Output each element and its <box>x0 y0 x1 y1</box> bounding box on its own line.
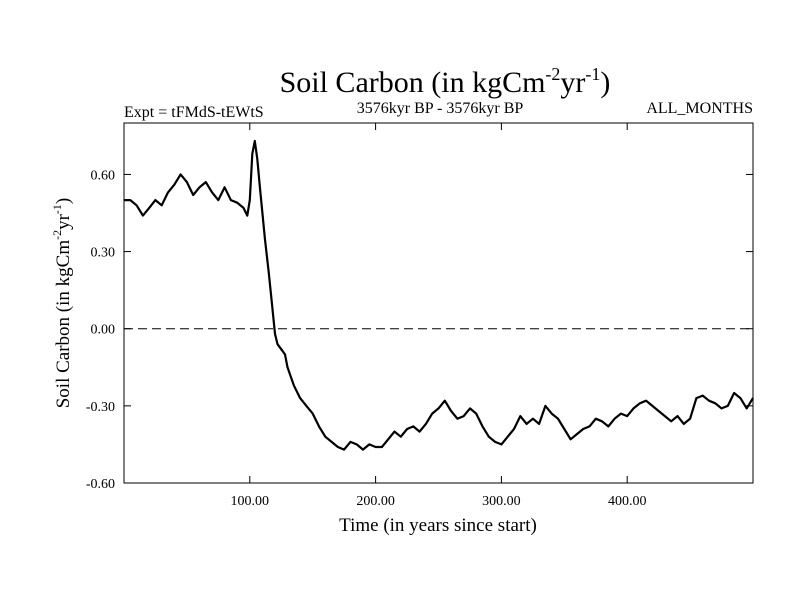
series-line <box>124 139 754 451</box>
chart-title-sup1: -2 <box>545 64 560 84</box>
y-tick-label: 0.30 <box>91 246 116 261</box>
subtitle-left: Expt = tFMdS-tEWtS <box>124 104 264 121</box>
y-axis-label-sup2: -1 <box>50 204 64 214</box>
chart-title-end: ) <box>600 66 610 99</box>
x-tick-label: 300.00 <box>482 494 521 509</box>
chart-title-sup2: -1 <box>585 64 600 84</box>
y-tick-label: -0.30 <box>86 400 115 415</box>
x-tick-label: 400.00 <box>608 494 647 509</box>
chart-title: Soil Carbon (in kgCm-2yr-1) <box>280 64 611 99</box>
y-tick-label: -0.60 <box>86 477 115 492</box>
y-axis-label-sup1: -2 <box>50 230 64 240</box>
y-axis-label-end: ) <box>53 198 74 204</box>
y-axis-label-mid: yr <box>53 213 74 230</box>
y-axis-label: Soil Carbon (in kgCm-2yr-1) <box>50 198 74 409</box>
chart-title-mid: yr <box>560 66 585 99</box>
x-tick-label: 200.00 <box>356 494 395 509</box>
y-tick-label: 0.00 <box>91 323 116 338</box>
subtitle-center: 3576kyr BP - 3576kyr BP <box>357 100 524 117</box>
x-axis-label: Time (in years since start) <box>339 515 537 536</box>
subtitle-right: ALL_MONTHS <box>646 100 753 117</box>
y-tick-label: 0.60 <box>91 168 116 183</box>
plot-frame <box>123 122 754 484</box>
x-tick-label: 100.00 <box>231 494 270 509</box>
chart-title-main: Soil Carbon (in kgCm <box>280 66 546 99</box>
y-axis-label-main: Soil Carbon (in kgCm <box>53 240 74 409</box>
